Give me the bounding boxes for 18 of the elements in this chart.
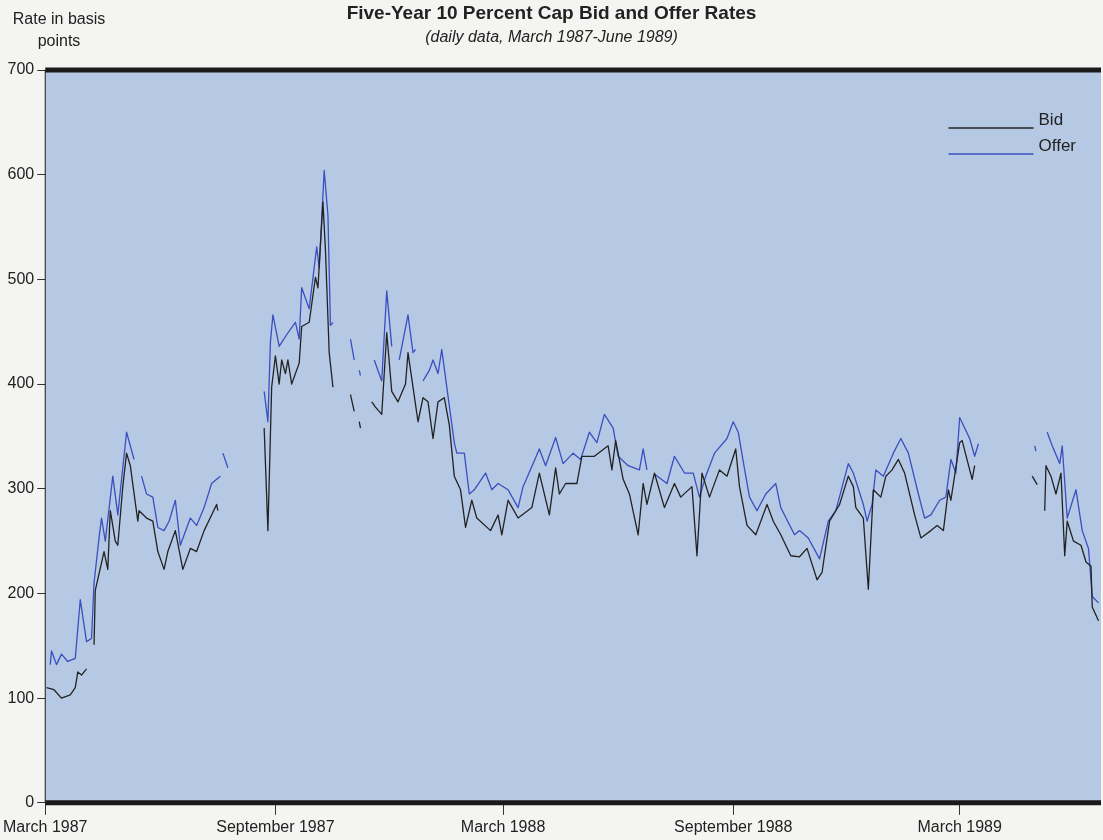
y-tick-label: 0 <box>25 793 35 811</box>
chart-title: Five-Year 10 Percent Cap Bid and Offer Rates <box>346 2 757 23</box>
x-tick-label: March 1988 <box>460 817 546 835</box>
chart-subtitle: (daily data, March 1987-June 1989) <box>425 28 678 45</box>
y-tick-label: 100 <box>7 688 35 706</box>
legend-label: Offer <box>1038 135 1077 155</box>
y-tick-label: 500 <box>7 269 35 287</box>
y-tick-label: 600 <box>7 165 35 183</box>
x-tick-label: September 1988 <box>674 817 793 835</box>
x-tick-label: March 1987 <box>3 817 88 835</box>
y-axis-title: Rate in basis points <box>11 9 107 51</box>
x-tick-label: March 1989 <box>917 817 1002 835</box>
y-tick-label: 300 <box>7 479 35 497</box>
legend-label: Bid <box>1038 109 1064 129</box>
y-tick-label: 400 <box>7 374 35 392</box>
y-tick-label: 700 <box>7 60 35 78</box>
x-tick-label: September 1987 <box>216 817 335 835</box>
y-tick-label: 200 <box>7 583 35 601</box>
